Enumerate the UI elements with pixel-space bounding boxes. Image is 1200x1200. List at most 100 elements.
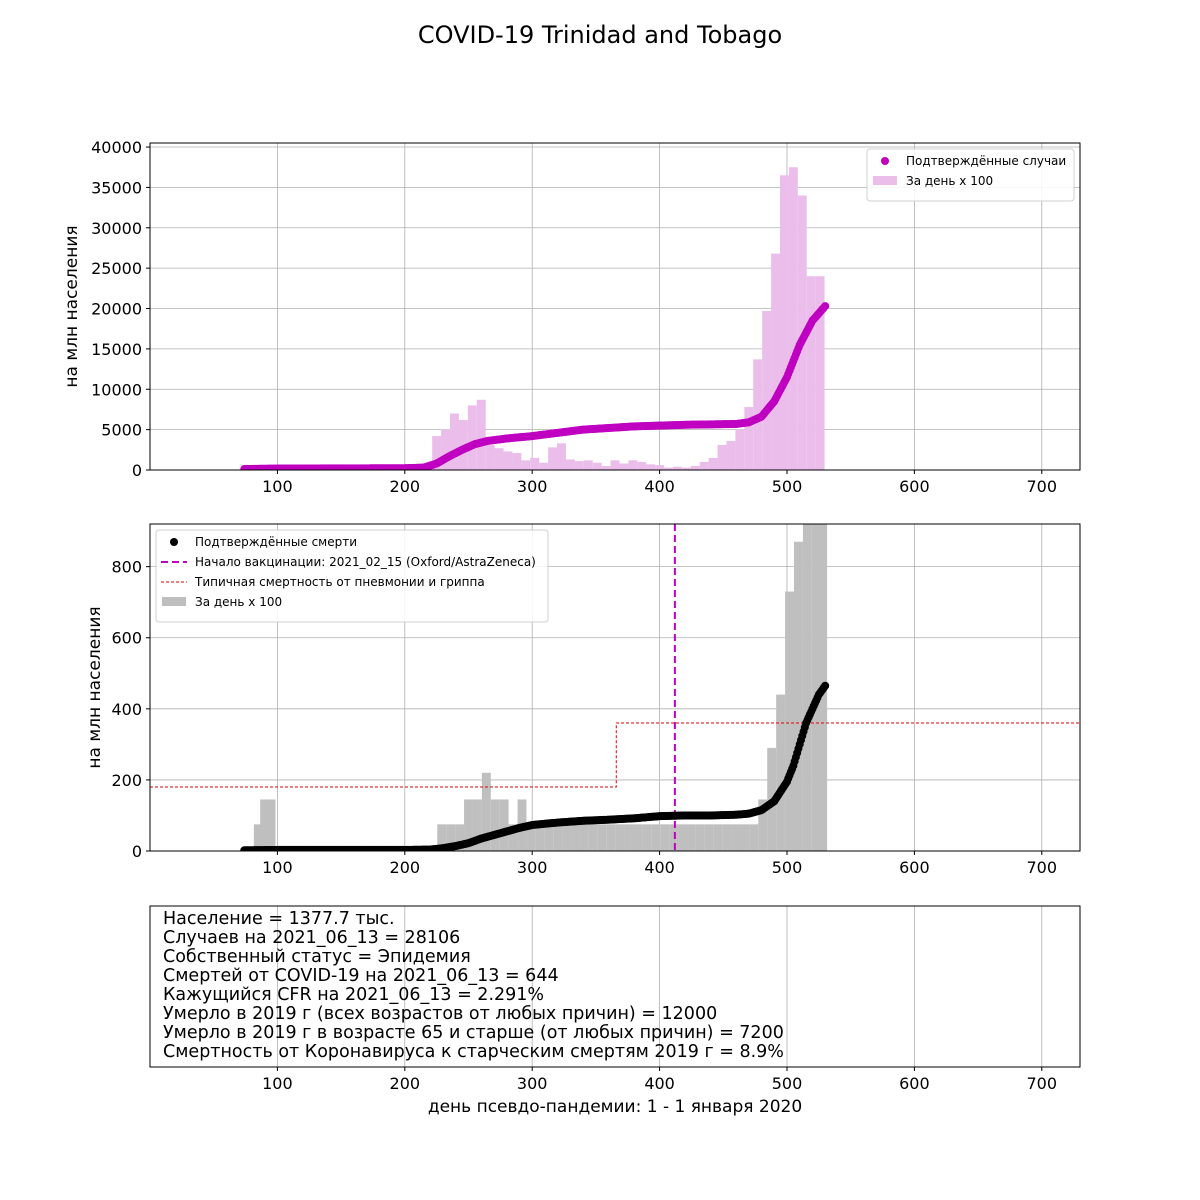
cases-panel: 100 200 300 400 500 600 700 0 5000 10000 15000 2000…: [62, 138, 1081, 496]
daily-bar: [699, 461, 709, 470]
daily-bar: [749, 824, 759, 851]
daily-bar: [726, 440, 736, 470]
legend-marker: [162, 597, 186, 606]
x-tick-label: 500: [772, 477, 803, 496]
daily-bar: [597, 824, 607, 851]
daily-bar: [633, 824, 643, 851]
daily-bar: [762, 310, 772, 470]
y-tick-label: 10000: [91, 380, 142, 399]
legend-marker: [881, 157, 889, 165]
daily-bar: [565, 459, 575, 470]
legend-label: Начало вакцинации: 2021_02_15 (Oxford/As…: [195, 555, 536, 569]
daily-bar: [508, 824, 518, 851]
info-lines: Население = 1377.7 тыс.Случаев на 2021_0…: [163, 909, 784, 1062]
y-tick-label: 20000: [91, 300, 142, 319]
daily-bar: [437, 824, 447, 851]
legend-label: За день x 100: [195, 595, 282, 609]
legend-marker: [170, 538, 178, 546]
daily-bar: [553, 824, 563, 851]
legend-label: Подтверждённые смерти: [195, 535, 357, 549]
daily-bar: [253, 824, 263, 851]
y-tick-label: 30000: [91, 219, 142, 238]
daily-bar: [606, 824, 616, 851]
daily-bar: [681, 467, 691, 470]
x-tick-label: 600: [899, 477, 930, 496]
x-tick-label: 200: [390, 858, 421, 877]
data-point: [821, 302, 830, 311]
plot-area: [240, 167, 830, 470]
info-line: Население = 1377.7 тыс.: [163, 909, 395, 929]
daily-bar: [771, 253, 780, 470]
daily-bar: [655, 465, 665, 470]
daily-bar: [686, 824, 696, 851]
daily-bar: [624, 824, 634, 851]
daily-bar: [793, 541, 803, 851]
daily-bar: [503, 451, 513, 470]
daily-bar: [610, 460, 620, 470]
axes-frame: [149, 523, 1081, 852]
legend-label: Типичная смертность от пневмонии и грипп…: [194, 575, 485, 589]
y-tick-label: 0: [132, 461, 142, 480]
daily-bar: [713, 824, 723, 851]
daily-bar: [815, 276, 825, 470]
x-tick-label: 400: [644, 1074, 675, 1093]
daily-bar: [490, 799, 500, 851]
daily-bar: [731, 824, 741, 851]
daily-bar: [740, 824, 750, 851]
daily-bar: [601, 465, 611, 470]
daily-bar: [544, 824, 554, 851]
daily-bar: [539, 462, 549, 470]
daily-bar: [690, 465, 700, 470]
y-tick-label: 0: [132, 842, 142, 861]
y-tick-label: 800: [111, 558, 142, 577]
daily-bar: [535, 824, 545, 851]
daily-bar: [669, 824, 679, 851]
typical-mortality-line: [150, 722, 1080, 788]
y-tick-label: 600: [111, 629, 142, 648]
y-tick-label: 400: [111, 700, 142, 719]
daily-bar: [579, 824, 589, 851]
legend-label: Подтверждённые случаи: [906, 154, 1066, 168]
daily-bar: [446, 824, 456, 851]
daily-bar: [628, 460, 638, 470]
daily-bar: [678, 824, 687, 851]
info-line: Умерло в 2019 г в возрасте 65 и старше (…: [163, 1023, 784, 1043]
daily-bar: [779, 175, 789, 470]
daily-bar: [521, 460, 531, 470]
x-tick-label: 100: [262, 858, 293, 877]
legend: Подтверждённые смерти Начало вакцинации: …: [155, 529, 549, 623]
daily-bar: [450, 413, 459, 470]
y-tick-label: 15000: [91, 340, 142, 359]
daily-bar: [588, 824, 598, 851]
daily-bar: [637, 461, 647, 470]
daily-bar: [806, 276, 816, 470]
daily-bar: [695, 824, 705, 851]
legend-box: [866, 148, 1075, 202]
daily-bar: [785, 591, 794, 851]
daily-bar: [499, 799, 509, 851]
x-tick-label: 100: [262, 1074, 293, 1093]
x-tick-label: 600: [899, 1074, 930, 1093]
daily-bar: [722, 824, 732, 851]
daily-bar: [802, 524, 812, 851]
y-tick-label: 25000: [91, 259, 142, 278]
x-tick-label: 700: [1027, 477, 1058, 496]
cumulative-series: [240, 302, 830, 470]
daily-bar: [717, 444, 727, 470]
y-tick-label: 200: [111, 771, 142, 790]
daily-bar: [266, 799, 276, 851]
daily-bar: [811, 524, 821, 851]
daily-bar: [574, 461, 584, 470]
x-tick-label: 300: [517, 1074, 548, 1093]
daily-bar: [481, 772, 491, 851]
daily-bar: [494, 448, 504, 470]
plot-area: [150, 524, 1080, 851]
daily-bar: [664, 467, 673, 470]
x-tick-label: 300: [517, 477, 548, 496]
daily-bar: [642, 824, 652, 851]
info-line: Смертность от Коронавируса к старческим …: [163, 1042, 784, 1062]
x-tick-label: 500: [772, 1074, 803, 1093]
daily-bar: [476, 399, 486, 470]
x-axis-label: день псевдо-пандемии: 1 - 1 января 2020: [428, 1097, 802, 1117]
daily-bar: [708, 457, 718, 470]
